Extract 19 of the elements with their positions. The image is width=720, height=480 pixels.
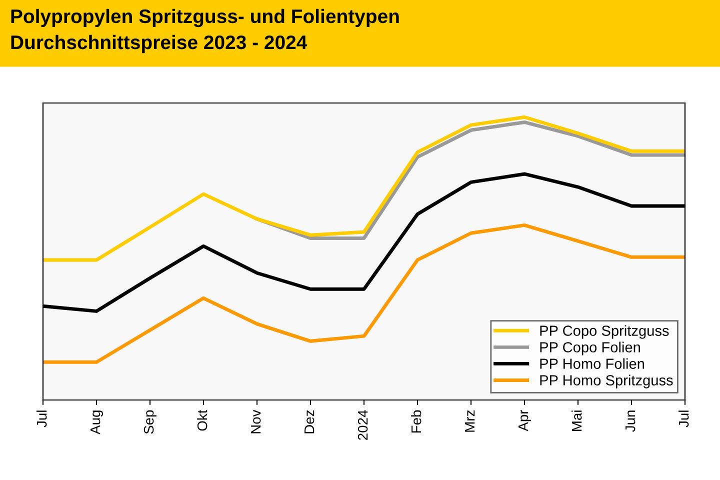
x-tick-label: Mrz [465,410,475,432]
x-tick-label: Mai [572,410,582,431]
x-tick-label: Apr [518,410,531,432]
x-tick-label: Jul [36,410,47,428]
x-tick-label: 2024 [358,410,368,440]
x-tick-label: Dez [304,410,314,434]
legend-label: PP Copo Folien [540,342,640,356]
legend-label: PP Homo Folien [540,358,644,369]
legend-label: PP Copo Spritzguss [540,325,669,339]
x-tick-label: Jul [678,410,689,428]
x-tick-label: Okt [197,410,208,431]
x-tick-label: Sep [144,410,156,434]
x-tick-label: Nov [251,410,261,434]
x-tick-label: Jun [626,410,636,432]
legend-label: PP Homo Spritzguss [540,374,673,388]
chart-title: Polypropylen Spritzguss- und Folientypen [11,8,399,28]
chart-subtitle: Durchschnittspreise 2023 - 2024 [11,34,308,54]
x-tick-label: Feb [411,410,422,433]
x-tick-label: Aug [90,410,103,434]
